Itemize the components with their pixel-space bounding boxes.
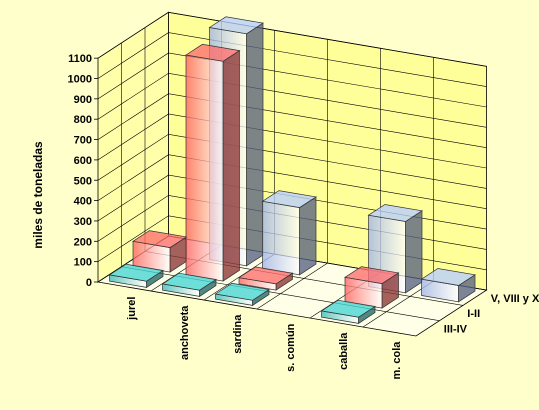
y-tick-label: 300 [74,216,92,228]
bar [420,268,476,303]
y-tick-label: 1100 [68,53,92,65]
y-tick-label: 200 [74,236,92,248]
series-axis-labels: III-IV I-II V, VIII y X [444,293,539,336]
x-tick-label: caballa [338,332,350,370]
x-tick-label: anchoveta [179,305,191,360]
y-tick-label: 900 [74,94,92,106]
y-axis-ticks: 0 100 200 300 400 500 600 700 800 900 1000 1100 [68,53,98,289]
y-tick-label: 1000 [68,74,92,86]
bars [108,16,476,325]
x-tick-label: s. común [285,323,297,372]
x-tick-label: m. cola [391,341,403,380]
bar [261,190,317,276]
bar [344,266,400,309]
y-tick-label: 100 [74,257,92,269]
x-tick-label: sardina [232,314,244,354]
bar [132,230,188,273]
y-axis-label: miles de toneladas [31,141,45,249]
bar [185,43,241,282]
x-tick-label: jurel [126,297,138,321]
bar [214,282,270,307]
y-tick-label: 700 [74,135,92,147]
y-tick-label: 800 [74,114,92,126]
series-label: III-IV [444,323,468,335]
x-axis-categories: jurel anchoveta sardina s. común caballa m. c… [126,297,403,380]
series-label: V, VIII y X [491,293,539,305]
bar [108,263,164,289]
bar [238,266,294,291]
series-label: I-II [467,308,480,320]
y-tick-label: 0 [86,277,92,289]
floor-line [256,262,328,310]
y-tick-label: 600 [74,155,92,167]
bar [320,299,376,325]
y-tick-label: 500 [74,175,92,187]
y-tick-label: 400 [74,196,92,208]
bar [161,272,217,298]
